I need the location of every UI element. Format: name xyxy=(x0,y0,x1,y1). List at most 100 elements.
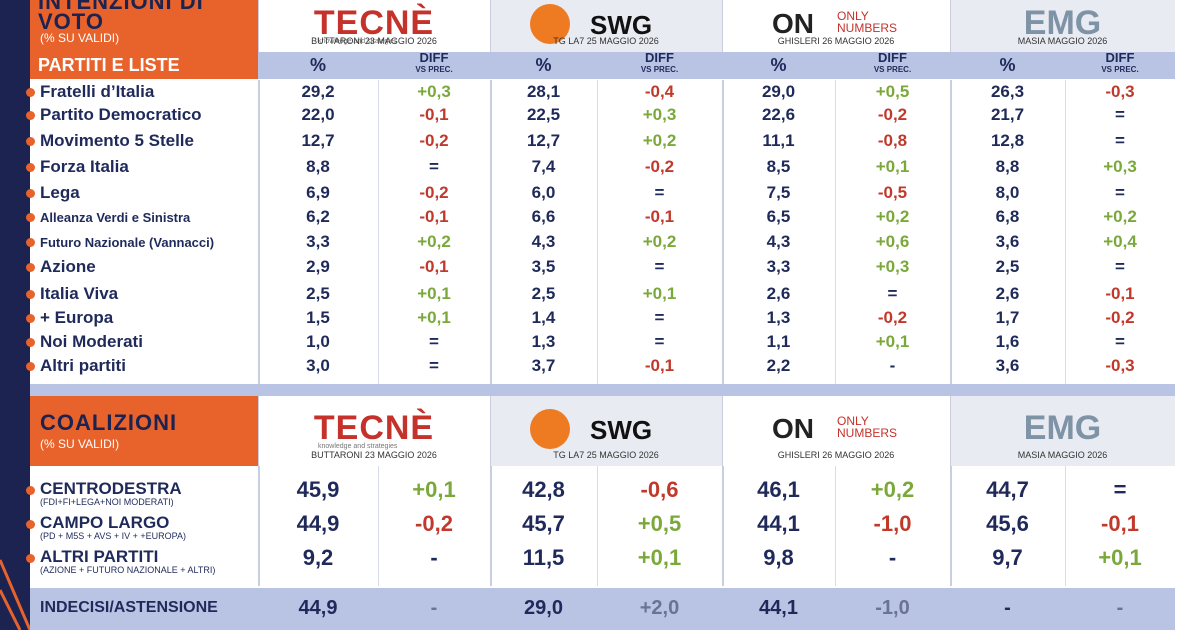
party-name: + Europa xyxy=(40,308,114,327)
pct-cell: 22,6 xyxy=(761,105,796,124)
diff-cell: = xyxy=(1113,477,1127,502)
row-bullet xyxy=(26,137,35,146)
diff-cell: -0,1 xyxy=(644,207,675,226)
pct-cell: 45,6 xyxy=(986,511,1029,536)
diff-cell: -0,2 xyxy=(419,183,449,202)
undecided-name: INDECISI/ASTENSIONE xyxy=(40,599,218,616)
col-separator xyxy=(258,466,260,586)
row-bullet xyxy=(26,362,35,371)
diff-cell: +0,1 xyxy=(1098,545,1142,570)
col-separator xyxy=(950,466,952,586)
pct-cell: 4,3 xyxy=(531,232,556,251)
coal-subtitle: (% SU VALIDI) xyxy=(40,437,120,451)
diff-cell: - xyxy=(888,545,897,570)
pct-cell: 2,5 xyxy=(306,284,330,303)
diff-cell: -0,8 xyxy=(877,131,908,150)
col-diff: DIFF xyxy=(878,50,907,65)
diff-cell: -0,4 xyxy=(644,82,675,101)
left-strip xyxy=(0,0,30,630)
strip-decoration xyxy=(0,559,30,630)
pct-cell: 3,5 xyxy=(531,257,556,276)
diff-cell: -0,2 xyxy=(419,131,449,150)
party-name: Partito Democratico xyxy=(40,105,202,124)
col-diff: DIFF xyxy=(645,50,674,65)
coal-name: CAMPO LARGO xyxy=(40,513,170,532)
pct-cell: 8,0 xyxy=(995,183,1020,202)
row-bullet xyxy=(26,189,35,198)
col-separator xyxy=(378,80,379,384)
diff-cell: +0,4 xyxy=(1103,232,1137,251)
pct-cell: 9,7 xyxy=(992,545,1023,570)
diff-cell: +0,1 xyxy=(642,284,677,303)
pct-cell: 42,8 xyxy=(522,477,565,502)
party-name: Movimento 5 Stelle xyxy=(40,131,194,150)
row-bullet xyxy=(26,238,35,247)
party-name: Azione xyxy=(40,257,96,276)
diff-cell: = xyxy=(1115,131,1125,150)
pct-cell: 3,3 xyxy=(306,232,330,251)
pct-cell: 3,6 xyxy=(995,232,1020,251)
diff-cell: +0,1 xyxy=(412,477,456,502)
diff-cell: +0,3 xyxy=(1103,157,1137,176)
diff-cell: +0,5 xyxy=(875,82,910,101)
diff-cell: -0,2 xyxy=(877,105,908,124)
pct-cell: 9,8 xyxy=(763,545,794,570)
diff-cell: -0,5 xyxy=(877,183,908,202)
pct-cell: 46,1 xyxy=(757,477,800,502)
credit: GHISLERI 26 MAGGIO 2026 xyxy=(777,36,895,46)
diff-cell: +0,1 xyxy=(637,545,682,570)
diff-cell: = xyxy=(654,308,665,327)
logo-cell xyxy=(490,0,722,52)
credit: MASIA MAGGIO 2026 xyxy=(1017,450,1108,460)
col-diff-sub: VS PREC. xyxy=(415,65,453,74)
diff-cell: -0,1 xyxy=(644,356,675,375)
pct-cell: 29,0 xyxy=(524,596,563,619)
party-name: Forza Italia xyxy=(40,157,129,176)
logo-text: EMG xyxy=(1023,4,1102,42)
pct-cell: 3,0 xyxy=(306,356,330,375)
diff-cell: -0,3 xyxy=(1105,82,1135,101)
diff-cell: -0,1 xyxy=(419,105,449,124)
diff-cell: = xyxy=(654,183,665,202)
col-separator xyxy=(950,80,952,384)
diff-cell: +0,2 xyxy=(642,232,677,251)
col-separator xyxy=(490,466,492,586)
col-pct: % xyxy=(309,55,326,75)
pct-cell: 6,9 xyxy=(306,183,330,202)
diff-cell: = xyxy=(887,284,898,303)
pct-cell: 8,8 xyxy=(306,157,330,176)
coal-box xyxy=(30,396,258,466)
diff-cell: -0,1 xyxy=(1105,284,1135,303)
undecided-bg xyxy=(30,588,1175,630)
diff-cell: = xyxy=(429,157,439,176)
row-bullet xyxy=(26,163,35,172)
pct-cell: 1,6 xyxy=(995,332,1020,351)
title: INTENZIONI DI VOTO xyxy=(38,0,204,34)
coal-detail: (FDI+FI+LEGA+NOI MODERATI) xyxy=(40,497,174,507)
party-name: Futuro Nazionale (Vannacci) xyxy=(40,234,215,250)
diff-cell: = xyxy=(654,332,665,351)
subheader-label: PARTITI E LISTE xyxy=(30,52,258,79)
logo-cell xyxy=(950,396,1175,466)
credit: TG LA7 25 MAGGIO 2026 xyxy=(553,36,659,46)
row-bullet xyxy=(26,213,35,222)
pct-cell: 11,1 xyxy=(762,131,795,150)
pct-cell: 12,7 xyxy=(526,131,561,150)
col-separator xyxy=(490,80,492,384)
pct-cell: 3,7 xyxy=(531,356,556,375)
pct-cell: 44,1 xyxy=(759,596,798,619)
row-bullet xyxy=(26,290,35,299)
pct-cell: 44,9 xyxy=(298,596,338,619)
party-name: Altri partiti xyxy=(40,356,126,375)
pct-cell: 3,3 xyxy=(766,257,791,276)
credit: MASIA MAGGIO 2026 xyxy=(1017,36,1108,46)
logo-sub: ONLY NUMBERS xyxy=(837,414,898,440)
diff-cell: -0,2 xyxy=(644,157,675,176)
pct-cell: 1,5 xyxy=(306,308,330,327)
diff-cell: -0,1 xyxy=(419,207,449,226)
pct-cell: 2,9 xyxy=(306,257,330,276)
logo-text: TECNÈ xyxy=(313,4,435,42)
pct-cell: 8,8 xyxy=(995,157,1020,176)
col-separator xyxy=(835,466,836,586)
